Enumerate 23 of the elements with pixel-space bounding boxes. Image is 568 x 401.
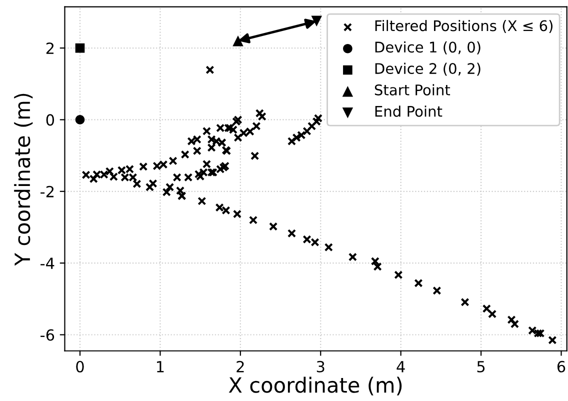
legend-label: Device 2 (0, 2): [375, 62, 480, 76]
legend-label: Device 1 (0, 0): [375, 41, 480, 54]
point: [311, 16, 322, 27]
legend-label: End Point: [375, 106, 442, 117]
point: [75, 43, 85, 53]
y-tick-label: -2: [40, 186, 54, 198]
legend-label: Start Point: [374, 84, 450, 96]
y-axis-title: Y coordinate (m): [14, 94, 33, 266]
x-axis-title: X coordinate (m): [228, 376, 402, 396]
y-tick-label: 0: [46, 114, 54, 126]
x-tick-label: 0: [76, 360, 84, 372]
legend-label: Filtered Positions (X ≤ 6): [375, 20, 552, 33]
x-tick-label: 2: [236, 360, 244, 372]
y-tick-label: -6: [40, 329, 54, 341]
x-tick-label: 1: [157, 361, 164, 372]
y-tick-label: -4: [40, 258, 54, 269]
x-tick-label: 6: [557, 360, 566, 372]
x-tick-label: 4: [396, 361, 405, 372]
y-tick-label: 2: [46, 42, 54, 54]
x-tick-label: 5: [477, 361, 485, 372]
point: [75, 115, 85, 124]
point: [232, 35, 244, 46]
x-tick-label: 3: [316, 360, 324, 372]
